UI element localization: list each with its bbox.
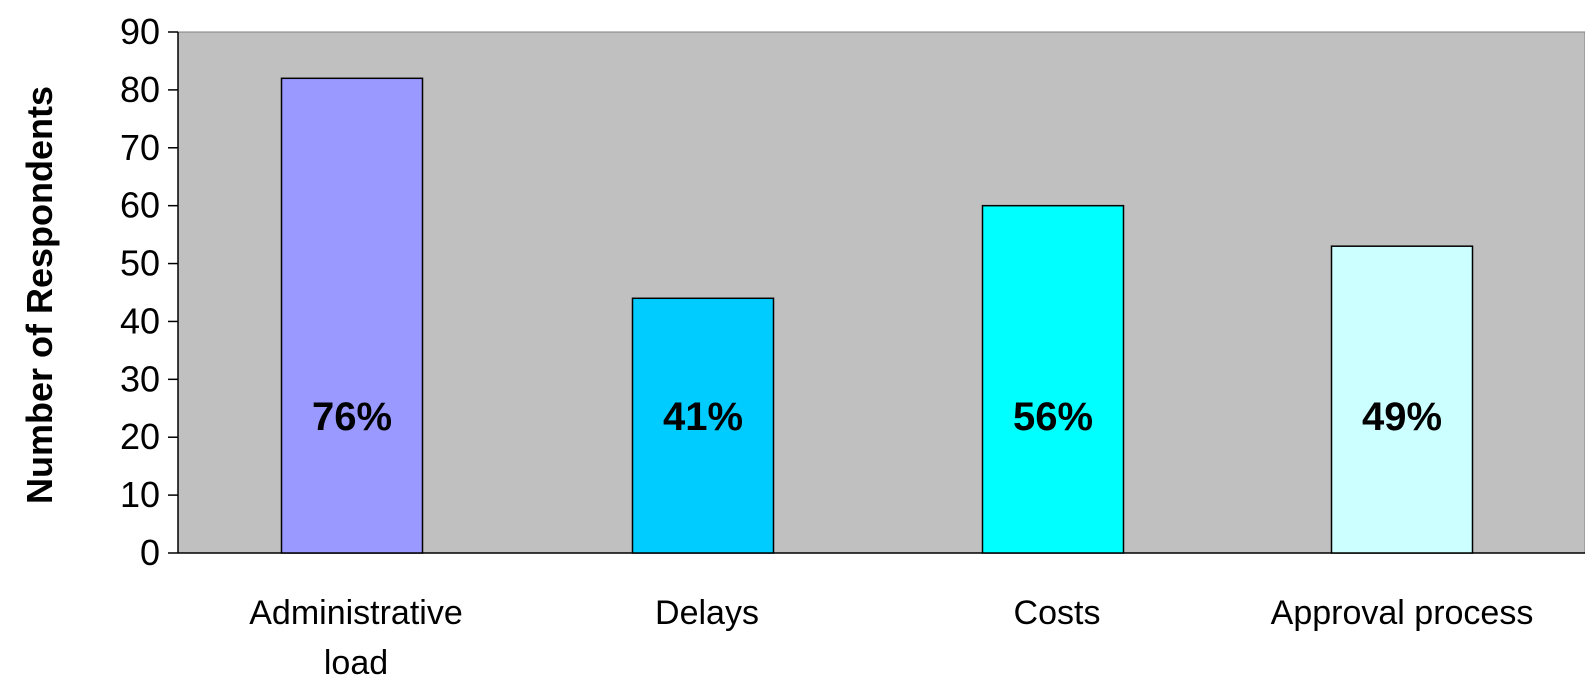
y-tick-label: 60: [120, 185, 160, 226]
bar-data-label: 49%: [1362, 395, 1442, 439]
x-category-label: Costs: [1014, 594, 1101, 632]
x-category-label-line: Delays: [655, 594, 759, 632]
y-tick-label: 90: [120, 11, 160, 52]
x-axis: Administrative load Delays Costs Approval pr…: [249, 594, 1533, 682]
x-category-label-line: Administrative: [249, 594, 463, 632]
x-category-label: Delays: [655, 594, 759, 632]
bar-data-label: 56%: [1013, 395, 1093, 439]
y-tick-label: 50: [120, 243, 160, 284]
y-tick-label: 20: [120, 416, 160, 457]
y-tick-label: 80: [120, 69, 160, 110]
y-tick-label: 40: [120, 300, 160, 341]
bar: [631, 297, 775, 554]
x-category-label-line: Costs: [1014, 594, 1101, 632]
x-category-label-line: Approval process: [1271, 594, 1534, 632]
y-tick-label: 30: [120, 358, 160, 399]
bar: [280, 77, 424, 554]
bar-data-label: 41%: [663, 395, 743, 439]
bars-group: 76% 41% 56% 49%: [280, 77, 1474, 554]
x-category-label-line: load: [324, 644, 388, 682]
y-tick-label: 10: [120, 474, 160, 515]
bar-data-label: 76%: [312, 395, 392, 439]
bar: [981, 204, 1125, 554]
bar: [1330, 245, 1474, 554]
y-tick-label: 70: [120, 127, 160, 168]
x-category-label: Approval process: [1271, 594, 1534, 632]
y-tick-label: 0: [140, 532, 160, 573]
y-axis-title: Number of Respondents: [19, 86, 60, 504]
x-category-label: Administrative load: [249, 594, 463, 682]
